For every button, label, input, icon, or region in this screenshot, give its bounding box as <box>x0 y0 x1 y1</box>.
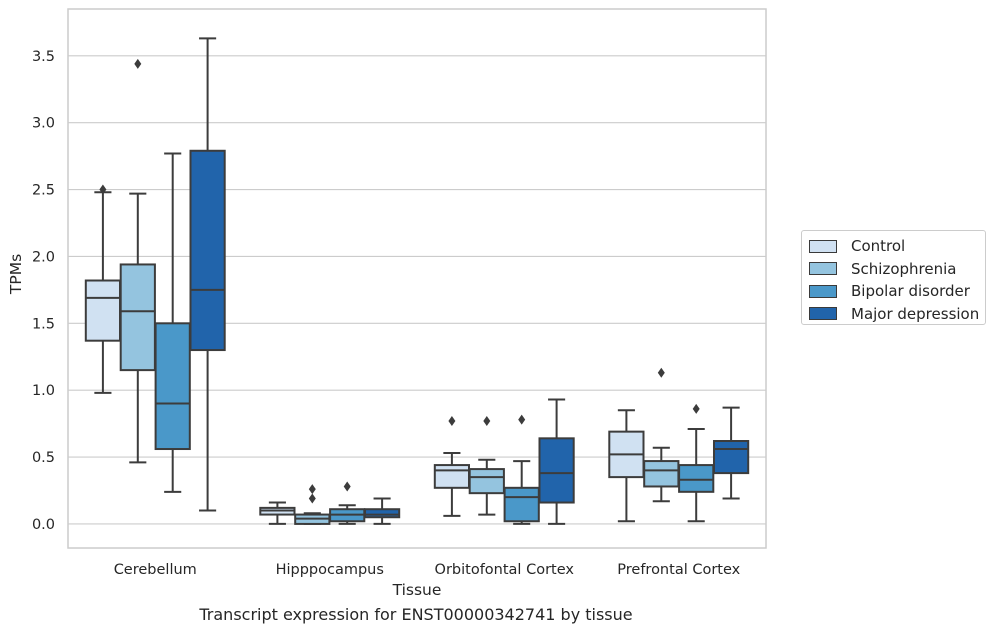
legend: Control Schizophrenia Bipolar disorder M… <box>801 230 986 325</box>
box-major-depression-cerebellum <box>189 37 226 512</box>
box-schizophrenia-cerebellum <box>119 58 156 464</box>
legend-swatch-major-depression <box>809 307 837 321</box>
outlier-point <box>308 493 316 504</box>
iqr-box <box>503 486 540 523</box>
y-tick-labels: 0.0 0.5 1.0 1.5 2.0 2.5 3.0 3.5 <box>32 49 55 533</box>
legend-label-schizophrenia: Schizophrenia <box>851 259 957 278</box>
iqr-box <box>363 508 401 519</box>
outlier-point <box>448 415 456 426</box>
outlier-point <box>483 415 491 426</box>
legend-item-major-depression: Major depression <box>809 303 985 326</box>
y-tick-label: 2.5 <box>32 183 55 199</box>
box-control-cerebellum <box>84 184 122 394</box>
y-tick-label: 1.5 <box>32 316 55 332</box>
box-bipolar-disorder-hipppocampus <box>329 481 366 525</box>
legend-swatch-schizophrenia <box>809 262 837 276</box>
box-control-orbitofontal-cortex <box>433 415 471 517</box>
outlier-point <box>308 484 316 495</box>
y-tick-label: 0.5 <box>32 450 55 466</box>
iqr-box <box>84 279 122 342</box>
plot-area-frame <box>67 8 767 549</box>
outlier-point <box>134 58 142 69</box>
iqr-box <box>678 464 715 493</box>
box-marks <box>84 37 750 525</box>
iqr-box <box>189 149 226 352</box>
y-tick-label: 1.0 <box>32 383 55 399</box>
box-major-depression-prefrontal-cortex <box>712 406 750 500</box>
legend-label-control: Control <box>851 237 906 256</box>
x-tick-label: Cerebellum <box>114 562 197 578</box>
box-major-depression-orbitofontal-cortex <box>538 398 575 525</box>
box-bipolar-disorder-prefrontal-cortex <box>678 403 715 523</box>
box-control-prefrontal-cortex <box>608 409 645 523</box>
y-tick-label: 3.5 <box>32 49 55 65</box>
x-axis-label: Tissue <box>392 581 442 599</box>
outlier-point <box>657 367 665 378</box>
legend-swatch-bipolar-disorder <box>809 284 837 298</box>
iqr-box <box>119 263 156 372</box>
box-bipolar-disorder-orbitofontal-cortex <box>503 414 540 525</box>
y-tick-label: 0.0 <box>32 517 55 533</box>
box-bipolar-disorder-cerebellum <box>154 152 191 493</box>
box-schizophrenia-hipppocampus <box>294 484 331 525</box>
x-tick-label: Hipppocampus <box>276 562 384 578</box>
outlier-point <box>343 481 351 492</box>
iqr-box <box>154 322 191 451</box>
x-tick-labels: Cerebellum Hipppocampus Orbitofontal Corte… <box>114 562 741 578</box>
chart-caption: Transcript expression for ENST0000034274… <box>199 605 633 624</box>
y-axis-label: TPMs <box>7 254 25 295</box>
legend-item-bipolar-disorder: Bipolar disorder <box>809 280 985 303</box>
box-control-hipppocampus <box>259 501 296 525</box>
y-tick-label: 2.0 <box>32 249 55 265</box>
outlier-point <box>99 184 107 195</box>
iqr-box <box>468 468 505 495</box>
box-schizophrenia-prefrontal-cortex <box>643 367 680 503</box>
box-major-depression-hipppocampus <box>363 497 401 525</box>
legend-item-schizophrenia: Schizophrenia <box>809 258 985 281</box>
x-tick-label: Prefrontal Cortex <box>617 562 740 578</box>
iqr-box <box>643 460 680 488</box>
iqr-box <box>433 464 471 489</box>
x-tick-label: Orbitofontal Cortex <box>435 562 575 578</box>
outlier-point <box>692 403 700 414</box>
legend-swatch-control <box>809 239 837 253</box>
legend-label-bipolar-disorder: Bipolar disorder <box>851 282 970 301</box>
iqr-box <box>712 440 750 475</box>
box-schizophrenia-orbitofontal-cortex <box>468 415 505 516</box>
iqr-box <box>538 437 575 504</box>
legend-label-major-depression: Major depression <box>851 304 980 323</box>
y-tick-label: 3.0 <box>32 116 55 132</box>
legend-item-control: Control <box>809 235 985 258</box>
outlier-point <box>518 414 526 425</box>
